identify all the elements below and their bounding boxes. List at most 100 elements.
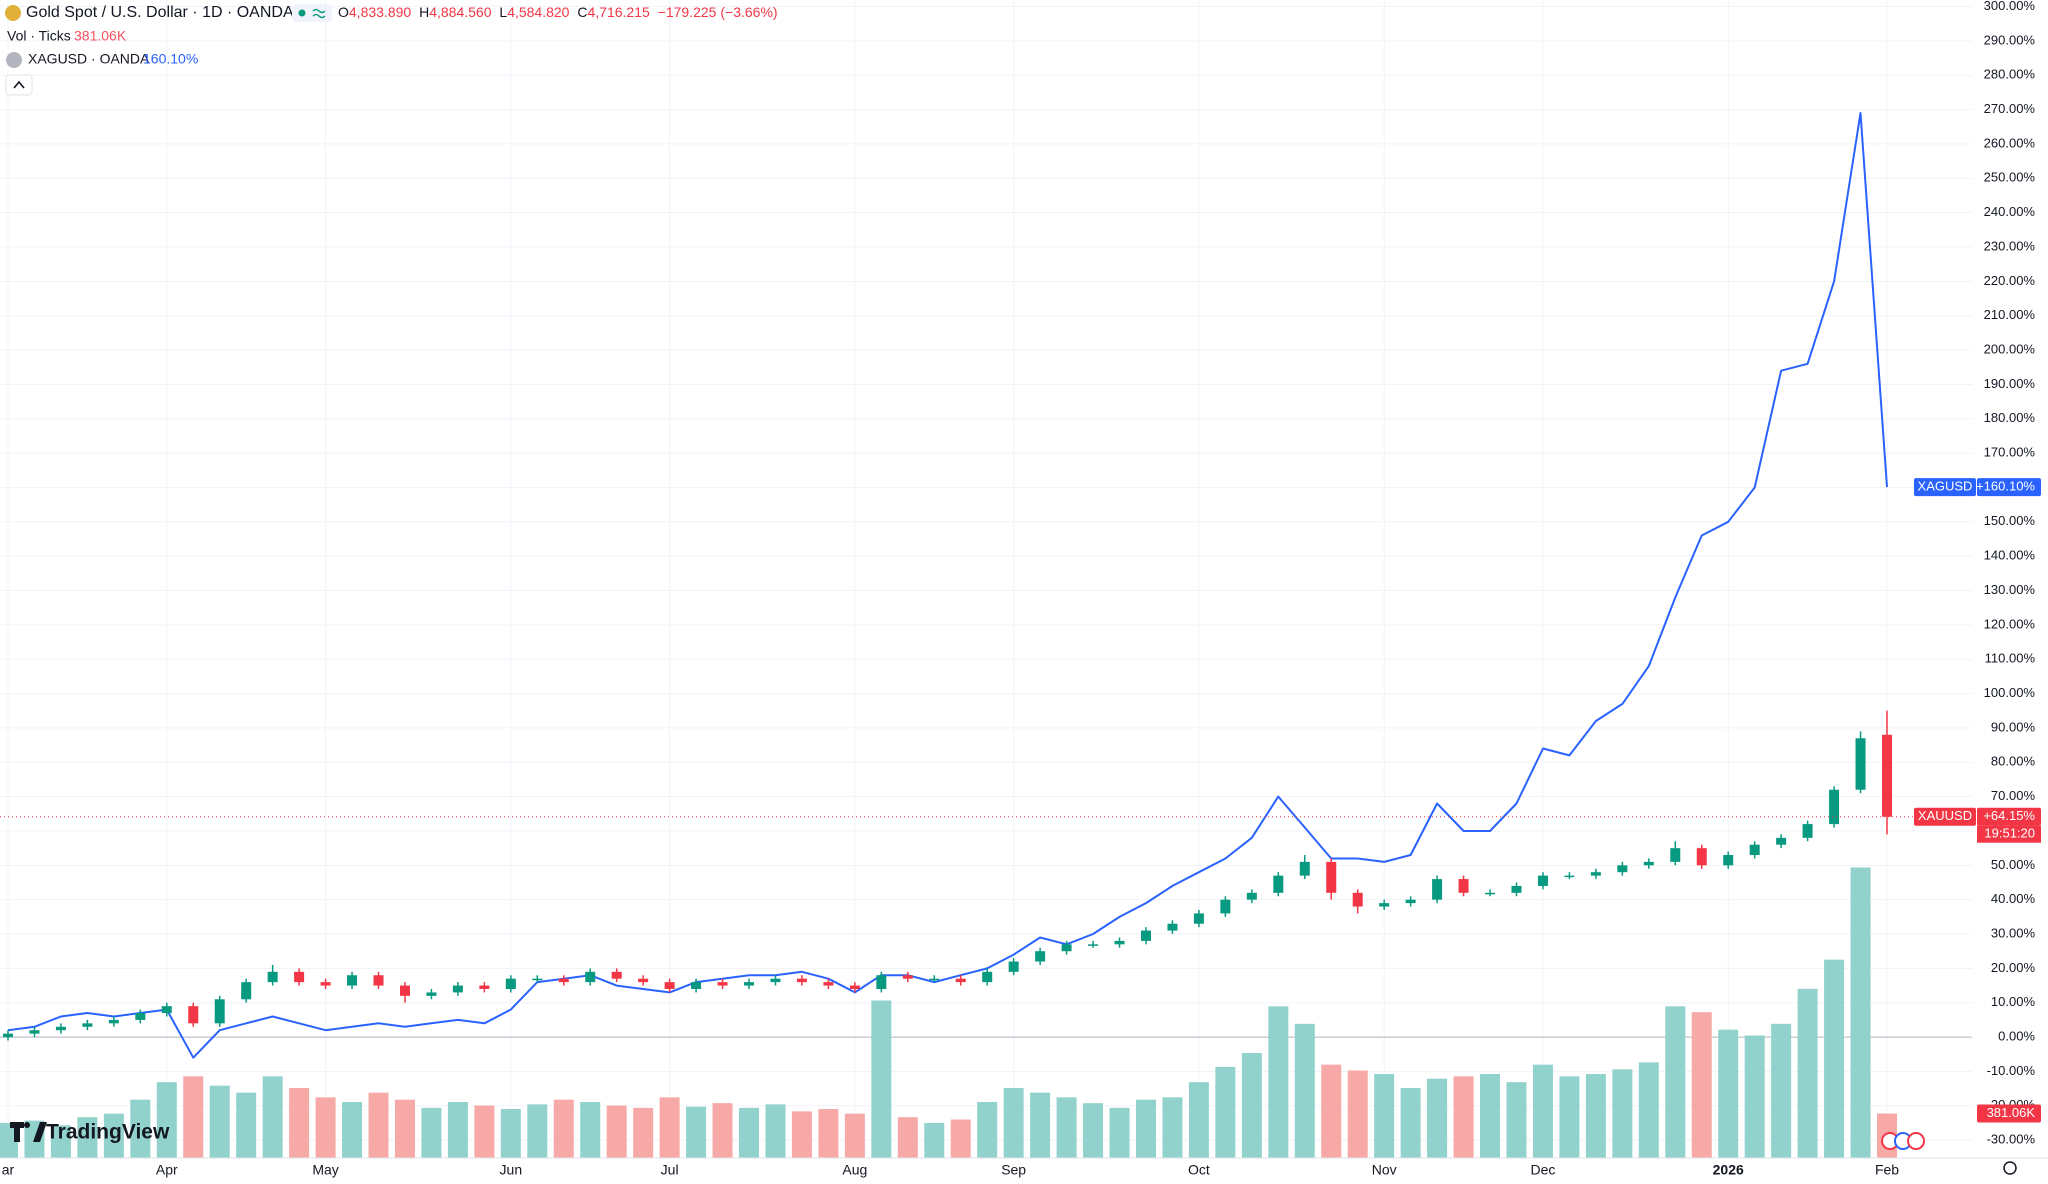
candle-body: [108, 1019, 119, 1024]
volume-bar: [1109, 1107, 1130, 1158]
volume-bar: [1268, 1006, 1289, 1158]
market-open-dot: [298, 9, 306, 17]
price-label-name-box: [1914, 807, 1976, 826]
y-tick-label: 240.00%: [1984, 204, 2036, 219]
candle-body: [1829, 789, 1840, 825]
y-tick-label: 290.00%: [1984, 32, 2036, 47]
symbol-title[interactable]: Gold Spot / U.S. Dollar · 1D · OANDA: [26, 4, 294, 21]
delay-icon: [312, 8, 326, 19]
volume-bar: [474, 1105, 495, 1158]
x-tick-label: Aug: [842, 1162, 867, 1178]
settings-button[interactable]: [2003, 1161, 2017, 1175]
x-tick-label: 2026: [1713, 1162, 1744, 1178]
candle-body: [1140, 930, 1151, 941]
candle-body: [135, 1013, 146, 1020]
volume-bar: [0, 1123, 18, 1158]
volume-label: 381.06K: [1987, 1105, 2036, 1120]
y-tick-label: -10.00%: [1987, 1063, 2036, 1078]
candle-body: [1114, 940, 1125, 945]
candle-body: [55, 1026, 66, 1031]
y-tick-label: 210.00%: [1984, 307, 2036, 322]
y-tick-label: 270.00%: [1984, 101, 2036, 116]
candle-body: [1458, 879, 1469, 893]
candle-body: [347, 975, 358, 986]
x-tick-label: Apr: [156, 1162, 178, 1178]
candle-body: [1035, 951, 1046, 962]
candle-body: [373, 975, 384, 986]
volume-bar: [606, 1105, 627, 1158]
compare-icon[interactable]: [6, 52, 22, 68]
ohlc-value: 4,716.215: [588, 4, 650, 20]
candle-body: [1643, 861, 1654, 866]
x-tick-label: Jun: [500, 1162, 523, 1178]
compare-legend[interactable]: XAGUSD · OANDA: [28, 51, 150, 67]
candle-body: [399, 985, 410, 996]
volume-bar: [871, 1000, 892, 1158]
volume-bar: [1532, 1064, 1553, 1158]
candle-body: [1326, 861, 1337, 893]
candle-body: [1379, 903, 1390, 907]
candle-body: [1590, 872, 1601, 876]
price-label-box: [1977, 478, 2041, 497]
candle-body: [294, 971, 305, 983]
candle-body: [664, 982, 675, 989]
volume-bar: [950, 1119, 971, 1158]
candle-body: [1167, 923, 1178, 931]
volume-bar: [1612, 1069, 1633, 1158]
price-label-box: [1977, 807, 2041, 826]
x-tick-label: May: [312, 1162, 338, 1178]
ohlc-value: 4,833.890: [349, 4, 411, 20]
volume-bar: [1347, 1070, 1368, 1158]
volume-bar: [421, 1107, 442, 1158]
y-tick-label: 220.00%: [1984, 273, 2036, 288]
logo-text[interactable]: TradingView: [46, 1121, 170, 1144]
y-tick-label: 30.00%: [1991, 925, 2036, 940]
volume-bar: [791, 1111, 812, 1158]
candle-body: [796, 978, 807, 983]
candle-body: [452, 985, 463, 993]
volume-bar: [765, 1104, 786, 1158]
event-flag[interactable]: [1907, 1132, 1925, 1150]
volume-bar: [553, 1099, 574, 1158]
candle-body: [691, 982, 702, 989]
ohlc-key: H: [419, 4, 429, 20]
candle-body: [532, 978, 543, 981]
volume-bar: [1506, 1082, 1527, 1158]
y-tick-label: 70.00%: [1991, 788, 2036, 803]
volume-bar: [1321, 1064, 1342, 1158]
y-tick-label: 140.00%: [1984, 548, 2036, 563]
volume-bar: [262, 1076, 283, 1158]
candle-body: [267, 971, 278, 983]
candle-body: [1193, 913, 1204, 924]
volume-bar: [1824, 959, 1845, 1158]
volume-bar: [1744, 1035, 1765, 1158]
candle-body: [638, 978, 649, 983]
volume-bar: [686, 1106, 707, 1158]
y-tick-label: 10.00%: [1991, 994, 2036, 1009]
volume-bar: [130, 1099, 151, 1158]
candle-body: [744, 982, 755, 986]
main-pane: [0, 112, 1972, 1059]
candle-body: [876, 975, 887, 989]
volume-bar: [1374, 1074, 1395, 1158]
volume-bar: [739, 1107, 760, 1158]
candle-body: [1220, 899, 1231, 914]
ohlc-value: 4,584.820: [507, 4, 569, 20]
symbol-icon[interactable]: [5, 5, 21, 21]
candle-body: [982, 971, 993, 983]
volume-bar: [500, 1109, 521, 1158]
candle-body: [29, 1030, 40, 1034]
candle-body: [1352, 892, 1363, 907]
y-tick-label: 250.00%: [1984, 170, 2036, 185]
status-badge[interactable]: [292, 4, 332, 22]
volume-bar: [1135, 1099, 1156, 1158]
collapse-button[interactable]: [5, 74, 33, 96]
volume-legend[interactable]: Vol · Ticks: [7, 28, 71, 44]
volume-bar: [236, 1092, 257, 1158]
logo-mark[interactable]: [10, 1122, 47, 1142]
volume-bar: [897, 1117, 918, 1158]
candle-body: [1855, 738, 1866, 790]
y-tick-label: 130.00%: [1984, 582, 2036, 597]
candle-body: [1749, 844, 1760, 856]
